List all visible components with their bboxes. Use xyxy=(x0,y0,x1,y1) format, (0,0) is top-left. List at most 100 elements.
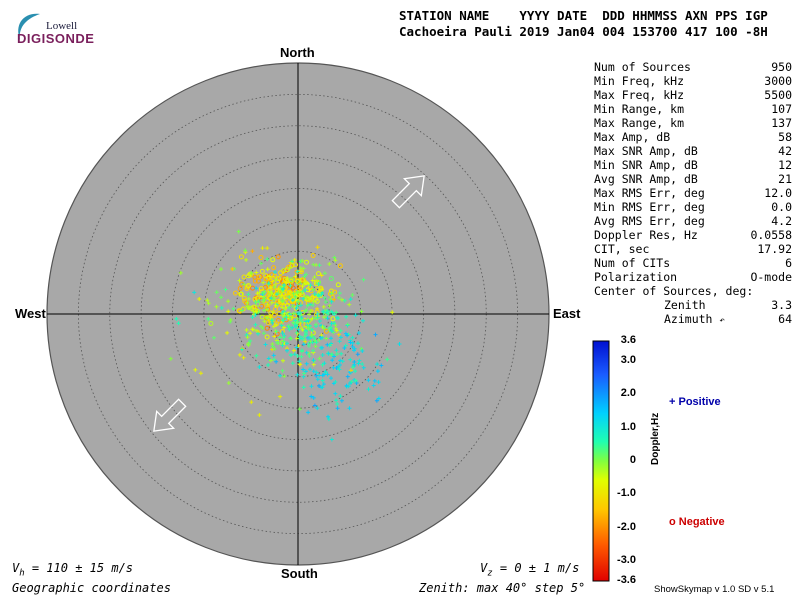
source-point-positive xyxy=(348,340,353,345)
source-point-positive xyxy=(338,335,343,340)
stat-value: 12.0 xyxy=(764,186,792,200)
source-point-positive xyxy=(305,323,310,328)
source-point-positive xyxy=(342,298,347,303)
source-point-positive xyxy=(267,274,272,279)
source-point-positive xyxy=(248,339,253,343)
source-point-negative xyxy=(330,316,336,322)
source-point-positive xyxy=(272,357,276,362)
stat-row: Min RMS Err, deg 0.0 xyxy=(594,200,792,214)
source-point-positive xyxy=(361,318,365,323)
source-point-negative xyxy=(287,289,293,295)
source-point-positive xyxy=(242,282,247,287)
source-point-positive xyxy=(214,290,219,295)
source-point-positive xyxy=(323,369,328,374)
source-point-positive xyxy=(311,294,316,299)
stat-label: Avg SNR Amp, dB xyxy=(594,172,698,186)
source-point-positive xyxy=(274,329,279,334)
source-point-positive xyxy=(256,299,261,303)
source-point-positive xyxy=(335,352,339,356)
source-point-negative xyxy=(271,265,277,271)
center-zenith-label: Zenith xyxy=(664,298,706,312)
source-point-positive xyxy=(308,309,313,314)
source-point-positive xyxy=(314,373,319,378)
source-point-positive xyxy=(346,384,351,389)
source-point-negative xyxy=(304,259,309,265)
source-point-positive xyxy=(178,270,183,275)
source-point-positive xyxy=(300,327,305,332)
source-point-positive xyxy=(329,376,333,381)
source-point-positive xyxy=(350,293,355,297)
source-point-negative xyxy=(258,286,264,292)
center-sources-label: Center of Sources, deg: xyxy=(594,284,754,298)
source-point-positive xyxy=(328,325,333,330)
source-point-positive xyxy=(282,296,287,301)
stat-row: Avg RMS Err, deg 4.2 xyxy=(594,214,792,228)
source-point-positive xyxy=(274,359,279,364)
source-point-positive xyxy=(231,306,236,311)
source-point-positive xyxy=(281,313,286,318)
source-point-positive xyxy=(309,394,314,399)
stat-value: 0.0558 xyxy=(750,228,792,242)
source-point-negative xyxy=(328,276,334,282)
source-point-positive xyxy=(309,384,314,389)
source-point-positive xyxy=(176,321,181,326)
source-point-positive xyxy=(291,320,296,325)
source-point-positive xyxy=(347,302,352,307)
source-point-positive xyxy=(219,267,223,272)
source-point-positive xyxy=(333,323,338,328)
colorbar-tick: -2.0 xyxy=(617,520,636,533)
source-point-positive xyxy=(334,348,339,353)
source-point-positive xyxy=(254,353,259,358)
source-point-positive xyxy=(282,325,286,330)
source-point-negative xyxy=(241,274,247,280)
source-point-positive xyxy=(311,362,316,367)
source-point-positive xyxy=(244,333,249,337)
source-point-negative xyxy=(241,295,247,301)
source-point-negative xyxy=(316,271,321,277)
source-point-positive xyxy=(293,274,298,279)
source-point-positive xyxy=(240,347,244,352)
source-point-negative xyxy=(281,291,287,297)
source-point-positive xyxy=(280,343,285,348)
source-point-positive xyxy=(303,339,308,344)
source-point-positive xyxy=(353,378,358,383)
source-point-positive xyxy=(320,287,325,292)
source-point-positive xyxy=(308,283,313,288)
source-point-positive xyxy=(197,297,202,301)
source-point-positive xyxy=(250,249,255,254)
source-point-positive xyxy=(293,318,298,323)
source-point-positive xyxy=(198,371,203,376)
source-point-negative xyxy=(290,285,296,291)
source-point-positive xyxy=(268,285,273,290)
source-point-positive xyxy=(280,331,285,336)
source-point-positive xyxy=(322,271,327,276)
source-point-positive xyxy=(266,356,271,361)
source-point-positive xyxy=(249,271,254,275)
stat-label: Doppler Res, Hz xyxy=(594,228,698,242)
source-point-negative xyxy=(315,286,321,292)
source-point-positive xyxy=(300,259,305,263)
source-point-negative xyxy=(238,254,244,260)
source-point-positive xyxy=(296,299,301,304)
coordinates-note: Geographic coordinates xyxy=(12,581,171,595)
source-point-positive xyxy=(271,353,276,358)
source-point-positive xyxy=(314,340,319,345)
colorbar-tick: 1.0 xyxy=(620,420,636,433)
source-point-positive xyxy=(300,348,305,353)
source-point-positive xyxy=(262,295,267,300)
source-point-positive xyxy=(303,331,308,335)
source-point-positive xyxy=(376,396,381,401)
colorbar-tick: -3.0 xyxy=(617,554,636,566)
source-point-positive xyxy=(311,287,316,292)
source-point-negative xyxy=(276,276,282,282)
source-point-positive xyxy=(323,300,328,304)
colorbar-tick: 3.0 xyxy=(620,354,636,366)
source-point-positive xyxy=(304,272,308,277)
source-point-positive xyxy=(326,351,331,356)
stat-value: 6 xyxy=(785,256,792,270)
source-point-positive xyxy=(355,352,360,357)
source-point-positive xyxy=(333,326,338,331)
source-point-negative xyxy=(272,312,277,318)
source-point-positive xyxy=(250,327,255,332)
source-point-positive xyxy=(291,291,296,296)
